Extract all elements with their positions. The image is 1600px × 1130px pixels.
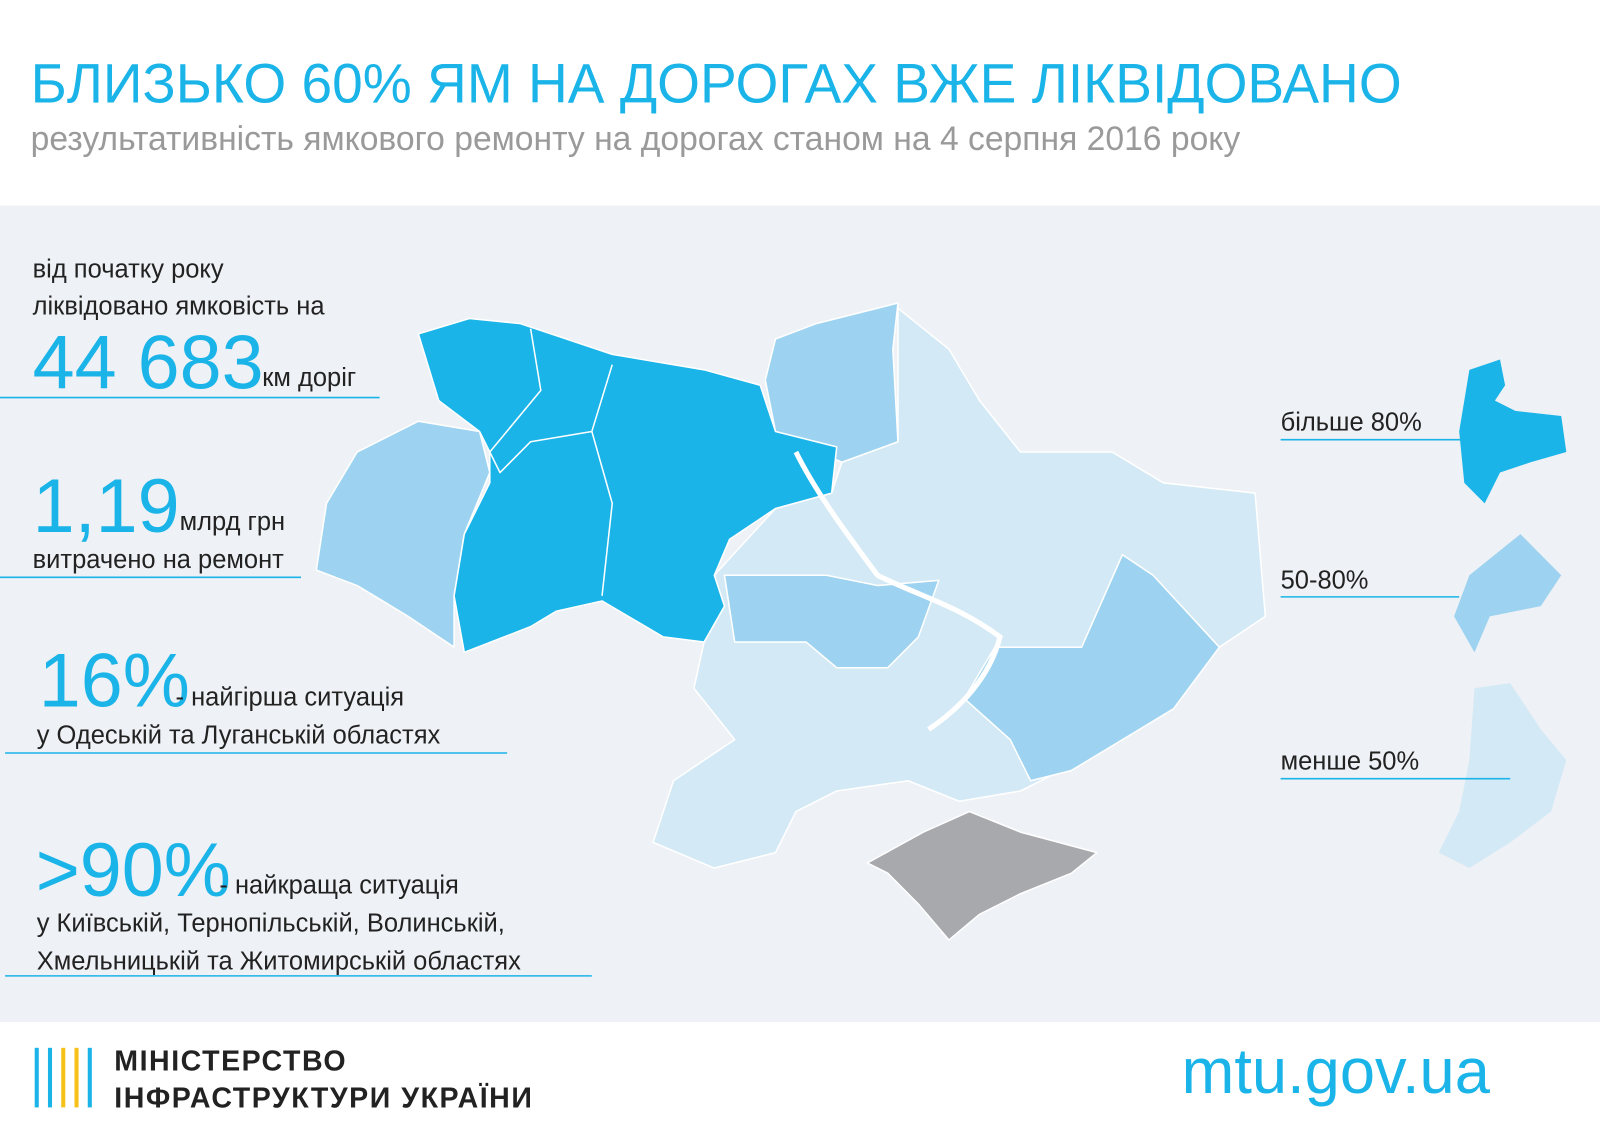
footer: МІНІСТЕРСТВО ІНФРАСТРУКТУРИ УКРАЇНИ mtu.… xyxy=(34,1037,1491,1114)
region-high xyxy=(417,317,838,654)
legend: більше 80% 50-80% менше 50% xyxy=(1280,359,1567,869)
fact-note: у Київській, Тернопільській, Волинській, xyxy=(37,910,505,938)
river xyxy=(793,450,1003,732)
crimea xyxy=(866,810,1098,941)
legend-swatch xyxy=(1459,359,1567,504)
title: БЛИЗЬКО 60% ЯМ НА ДОРОГАХ ВЖЕ ЛІКВІДОВАН… xyxy=(31,53,1402,115)
fact-figure: 16% xyxy=(39,639,190,724)
fact-note: у Одеській та Луганській областях xyxy=(37,722,441,750)
fact-figure: 1,19 xyxy=(33,464,180,549)
facts: від початку року ліквідовано ямковість н… xyxy=(0,255,592,977)
legend-label: більше 80% xyxy=(1281,408,1422,436)
ministry-name: ІНФРАСТРУКТУРИ УКРАЇНИ xyxy=(114,1081,533,1114)
region-mid xyxy=(764,302,899,464)
legend-label: менше 50% xyxy=(1281,747,1420,775)
fact-note: Хмельницькій та Житомирській областях xyxy=(37,948,521,976)
region-mid xyxy=(723,574,940,669)
fact-figure: 44 683 xyxy=(33,320,264,405)
fact-unit: км доріг xyxy=(262,364,356,392)
fact-note: витрачено на ремонт xyxy=(33,546,284,574)
map xyxy=(315,302,1267,941)
fact-unit: млрд грн xyxy=(180,508,286,536)
region-border xyxy=(591,431,614,596)
fact-intro: ліквідовано ямковість на xyxy=(33,292,326,320)
legend-swatch xyxy=(1454,534,1562,653)
ministry-name: МІНІСТЕРСТВО xyxy=(114,1045,347,1077)
region-mid xyxy=(963,553,1221,782)
ministry-logo xyxy=(34,1047,92,1108)
fact-intro: від початку року xyxy=(33,255,224,283)
legend-label: 50-80% xyxy=(1281,567,1369,595)
site-url: mtu.gov.ua xyxy=(1182,1037,1491,1107)
legend-swatch xyxy=(1438,683,1567,869)
fact-unit: - найгірша ситуація xyxy=(176,684,405,712)
subtitle: результативність ямкового ремонту на дор… xyxy=(31,120,1241,158)
fact-figure: >90% xyxy=(36,828,231,913)
fact-unit: - найкраща ситуація xyxy=(219,872,458,900)
